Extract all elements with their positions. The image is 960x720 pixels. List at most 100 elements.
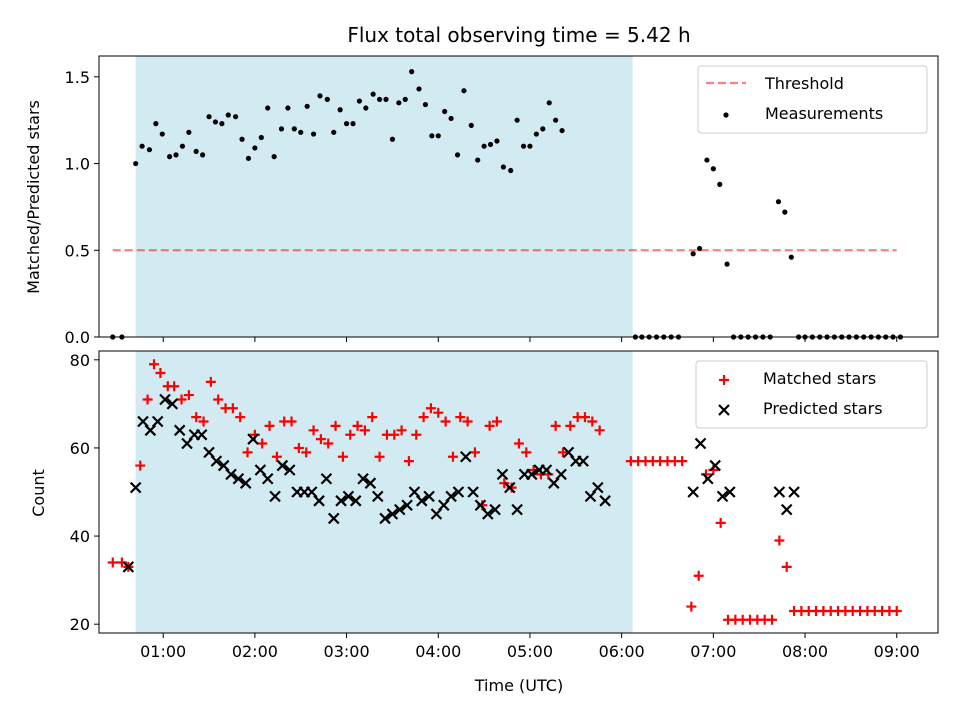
measurement-point [298, 129, 304, 135]
observing-window-span [135, 351, 633, 633]
measurement-point [448, 115, 454, 122]
x-tick-label: 05:00 [507, 642, 553, 661]
y-tick-label: 1.0 [65, 155, 90, 174]
x-tick-label: 04:00 [415, 642, 461, 661]
x-tick-label: 03:00 [324, 642, 370, 661]
measurement-point [239, 136, 245, 142]
predicted-star-point [482, 508, 494, 520]
measurement-point [710, 166, 716, 172]
measurement-point [429, 133, 435, 139]
measurement-point [225, 112, 231, 118]
matched-star-point [403, 456, 414, 467]
measurement-point [370, 91, 376, 97]
matched-star-point [693, 570, 704, 581]
measurement-point [690, 251, 696, 257]
predicted-star-point [349, 495, 362, 507]
matched-star-point [677, 456, 688, 467]
plot-frame [98, 55, 939, 338]
predicted-star-point [555, 468, 567, 481]
measurement-point [508, 167, 514, 174]
predicted-star-point [423, 490, 435, 503]
predicted-star-point [342, 490, 355, 503]
matched-star-point [271, 451, 282, 462]
measurement-point [383, 96, 389, 102]
measurement-point [540, 126, 546, 132]
predicted-star-point [173, 424, 186, 437]
predicted-star-point [393, 503, 406, 516]
matched-star-point [286, 416, 297, 427]
legend-entry-label: Measurements [765, 104, 883, 123]
matched-star-point [579, 412, 590, 423]
predicted-star-point [320, 473, 333, 485]
predicted-star-point [716, 490, 729, 503]
legend-entry-label: Threshold [764, 74, 844, 93]
predicted-star-point [788, 486, 800, 498]
predicted-star-point [232, 473, 245, 485]
predicted-star-point [327, 512, 340, 525]
predicted-star-point [371, 490, 384, 503]
matched-star-point [352, 420, 363, 431]
measurement-point [461, 88, 467, 94]
measurement-point [193, 148, 199, 155]
x-tick-label: 08:00 [782, 642, 828, 661]
predicted-star-point [780, 503, 793, 516]
matched-star-point [330, 420, 341, 431]
bottom-plot: 20 40 60 80 01:00 02:00 03:00 04:00 05:00 06:00 07… [70, 350, 939, 661]
measurement-point [139, 143, 145, 149]
y-tick-label: 0.0 [65, 328, 90, 347]
matched-star-point [440, 416, 451, 427]
predicted-star-point [489, 503, 501, 516]
measurement-point [546, 100, 552, 106]
y-tick-label: 60 [70, 439, 90, 458]
measurement-point [454, 152, 461, 158]
measurement-point [396, 100, 402, 106]
measurement-point [520, 143, 527, 149]
measurement-point [324, 96, 330, 102]
matched-star-point [425, 403, 436, 414]
legend-entry-label: Matched stars [763, 369, 876, 388]
matched-star-point [389, 429, 400, 440]
measurement-point [291, 126, 297, 132]
matched-star-point [135, 460, 146, 471]
predicted-star-point [269, 490, 281, 503]
measurement-point [481, 143, 487, 149]
matched-star-point [235, 412, 246, 423]
measurement-point [363, 105, 369, 111]
matched-star-point [374, 451, 385, 462]
x-tick-label: 07:00 [690, 642, 736, 661]
predicted-star-point [313, 495, 325, 507]
matched-star-point [176, 394, 187, 405]
measurement-point [233, 114, 239, 120]
x-tick-label: 01:00 [140, 642, 186, 661]
predicted-star-point [195, 428, 208, 441]
matched-star-point [781, 561, 792, 572]
predicted-star-point [166, 398, 179, 410]
measurement-point [159, 131, 165, 137]
predicted-star-point [459, 450, 472, 463]
measurement-point [468, 122, 474, 128]
measurement-point [416, 86, 422, 92]
measurement-point [409, 69, 415, 75]
matched-star-point [418, 412, 429, 423]
predicted-star-point [159, 393, 171, 406]
legend-predicted-swatch [718, 404, 730, 416]
predicted-star-point [496, 468, 509, 481]
measurement-point [717, 181, 723, 187]
matched-star-point [411, 429, 422, 440]
measurement-point [527, 143, 533, 149]
predicted-star-point [401, 499, 413, 511]
predicted-star-point [357, 473, 369, 485]
matched-star-point [891, 605, 902, 616]
measurement-point [343, 121, 350, 127]
matched-star-point [557, 447, 568, 458]
predicted-star-point [452, 486, 465, 498]
matched-star-point [594, 425, 605, 436]
matched-star-point [242, 447, 253, 458]
y-tick-label: 80 [70, 351, 90, 370]
measurement-point [219, 121, 225, 127]
predicted-star-point [445, 490, 457, 503]
matched-star-point [213, 394, 224, 405]
predicted-star-point [129, 481, 142, 494]
matched-star-point [767, 614, 778, 625]
measurement-point [402, 96, 408, 102]
